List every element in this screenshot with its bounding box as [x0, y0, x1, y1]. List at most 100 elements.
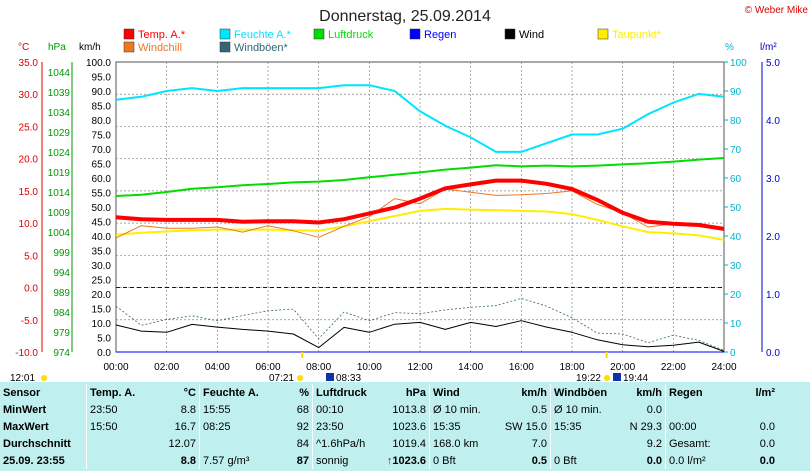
- wind-unit-label: km/h: [79, 42, 101, 53]
- summary-cell: 0.0: [646, 403, 662, 416]
- summary-cell: SW 15.0: [504, 420, 547, 433]
- wind-tick-label: 85.0: [92, 102, 112, 113]
- legend-swatch: [313, 28, 325, 40]
- summary-cell: 12.07: [168, 437, 196, 450]
- pressure-tick-label: 999: [53, 248, 70, 259]
- humidity-tick-label: 0: [730, 348, 736, 359]
- summary-cell: ↑1023.6: [383, 452, 430, 469]
- summary-table: Sensor Temp. A. °C Feuchte A. % Luftdruc…: [0, 384, 778, 469]
- summary-cell: 7.57 g/m³: [199, 452, 278, 469]
- pressure-tick-label: 1029: [48, 128, 71, 139]
- wind-tick-label: 70.0: [92, 145, 112, 156]
- temp-tick-label: 10.0: [19, 219, 39, 230]
- moonrise-icon: [326, 373, 334, 381]
- time-tick-label: 24:00: [711, 362, 736, 373]
- summary-row-average: Durchschnitt 12.07 84 ^1.6hPa/h 1019.4 1…: [0, 435, 778, 452]
- time-tick-label: 12:00: [407, 362, 432, 373]
- time-tick-label: 00:00: [103, 362, 128, 373]
- pressure-tick-label: 984: [53, 308, 70, 319]
- legend-label: Windböen*: [234, 42, 289, 54]
- summary-header-humidity: Feuchte A.: [199, 384, 278, 401]
- wind-tick-label: 10.0: [92, 319, 112, 330]
- summary-header-gust: Windböen: [550, 384, 619, 401]
- time-tick-label: 18:00: [559, 362, 584, 373]
- legend-swatch: [219, 28, 231, 40]
- time-tick-label: 14:00: [458, 362, 483, 373]
- weather-chart: Donnerstag, 25.09.2014 © Weber Mike Temp…: [0, 5, 810, 382]
- legend: Temp. A.* Feuchte A.* Luftdruck Regen Wind Ta…: [123, 28, 662, 54]
- wind-tick-label: 45.0: [92, 218, 112, 229]
- humidity-tick-label: 20: [730, 290, 742, 301]
- series-layer: [115, 84, 725, 353]
- credit-label: © Weber Mike: [745, 5, 809, 16]
- temp-tick-label: 15.0: [19, 187, 39, 198]
- pressure-tick-label: 1019: [48, 168, 71, 179]
- series-line-feuchte-a: [115, 84, 725, 153]
- wind-tick-label: 35.0: [92, 247, 112, 258]
- summary-cell: 87: [296, 454, 309, 467]
- moonset-label: 19:44: [623, 373, 648, 382]
- series-line-wind: [115, 320, 725, 352]
- sunrise-label: 07:21: [269, 373, 294, 382]
- summary-row-label: MaxWert: [3, 420, 49, 433]
- summary-cell: 9.2: [646, 437, 662, 450]
- summary-cell: [86, 452, 153, 469]
- sun-bar: 12:01 07:21 08:33 19:22 19:44: [0, 352, 810, 382]
- wind-tick-label: 80.0: [92, 116, 112, 127]
- pressure-trend-icon: ↑: [386, 454, 393, 467]
- legend-label: Temp. A.*: [138, 29, 186, 41]
- time-tick-label: 02:00: [154, 362, 179, 373]
- legend-swatch: [219, 41, 231, 53]
- temp-tick-label: 25.0: [19, 122, 39, 133]
- summary-cell: 00:00: [665, 418, 734, 435]
- legend-swatch: [597, 28, 609, 40]
- summary-cell: 0.0: [646, 454, 662, 467]
- summary-header-rain-unit: l/m²: [755, 386, 775, 399]
- summary-cell: [734, 401, 778, 418]
- pressure-tick-label: 1009: [48, 208, 71, 219]
- legend-label: Luftdruck: [328, 29, 374, 41]
- humidity-tick-label: 70: [730, 145, 742, 156]
- humidity-tick-label: 10: [730, 319, 742, 330]
- temp-tick-label: 30.0: [19, 90, 39, 101]
- pressure-tick-label: 1039: [48, 88, 71, 99]
- temp-tick-label: 0.0: [24, 284, 38, 295]
- moonrise-label: 08:33: [336, 373, 361, 382]
- summary-cell: 08:25: [199, 418, 278, 435]
- summary-header-sensor: Sensor: [3, 386, 41, 399]
- time-tick-label: 20:00: [610, 362, 635, 373]
- summary-header-temp-unit: °C: [183, 386, 196, 399]
- summary-cell: Ø 10 min.: [429, 401, 498, 418]
- summary-table-panel: Sensor Temp. A. °C Feuchte A. % Luftdruc…: [0, 382, 810, 471]
- wind-tick-label: 95.0: [92, 73, 112, 84]
- summary-cell: 15:55: [199, 401, 278, 418]
- summary-cell: 0.5: [531, 454, 547, 467]
- moonset-icon: [613, 373, 621, 381]
- pressure-tick-label: 979: [53, 328, 70, 339]
- legend-label: Windchill: [138, 42, 182, 54]
- summary-header-gust-unit: km/h: [636, 386, 662, 399]
- summary-cell: 68: [296, 403, 309, 416]
- series-line-luftdruck: [115, 157, 725, 197]
- summary-row-max: MaxWert 15:50 16.7 08:25 92 23:50 1023.6…: [0, 418, 778, 435]
- temp-tick-label: -10.0: [15, 348, 38, 359]
- summary-row-current: 25.09. 23:55 8.8 7.57 g/m³ 87 sonnig ↑10…: [0, 452, 778, 469]
- wind-tick-label: 75.0: [92, 131, 112, 142]
- summary-cell: 23:50: [86, 401, 153, 418]
- summary-row-label: 25.09. 23:55: [3, 454, 65, 467]
- legend-label: Feuchte A.*: [234, 29, 292, 41]
- summary-row-label: Durchschnitt: [3, 437, 71, 450]
- time-tick-label: 04:00: [205, 362, 230, 373]
- summary-header-temp: Temp. A.: [86, 384, 153, 401]
- summary-cell: sonnig: [312, 452, 383, 469]
- time-tick-label: 22:00: [661, 362, 686, 373]
- legend-label: Regen: [424, 29, 456, 41]
- summary-cell: 0.0 l/m²: [665, 452, 734, 469]
- summary-cell: Gesamt:: [665, 435, 734, 452]
- summary-cell: [665, 401, 734, 418]
- summary-header-wind-unit: km/h: [521, 386, 547, 399]
- chart-title: Donnerstag, 25.09.2014: [319, 8, 491, 25]
- summary-cell: 1023.6: [392, 420, 426, 433]
- wind-tick-label: 55.0: [92, 189, 112, 200]
- summary-cell: 1019.4: [392, 437, 426, 450]
